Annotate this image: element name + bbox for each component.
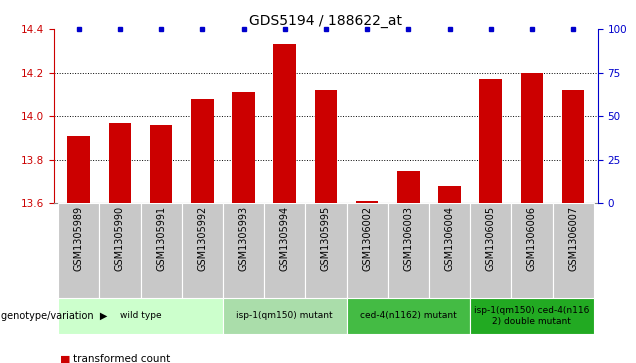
Bar	[141, 203, 182, 298]
Bar	[470, 298, 594, 334]
Bar	[109, 123, 131, 203]
Bar	[562, 90, 584, 203]
Bar	[438, 186, 461, 203]
Bar	[305, 203, 347, 298]
Bar	[356, 201, 378, 203]
Bar	[273, 44, 296, 203]
Bar	[191, 99, 214, 203]
Text: GSM1306004: GSM1306004	[445, 206, 455, 271]
Bar	[347, 298, 470, 334]
Text: GSM1305989: GSM1305989	[74, 206, 84, 271]
Text: GSM1305992: GSM1305992	[197, 206, 207, 272]
Title: GDS5194 / 188622_at: GDS5194 / 188622_at	[249, 14, 403, 28]
Bar	[223, 203, 264, 298]
Bar	[67, 136, 90, 203]
Bar	[397, 171, 420, 203]
Bar	[429, 203, 470, 298]
Bar	[521, 73, 543, 203]
Text: isp-1(qm150) mutant: isp-1(qm150) mutant	[237, 311, 333, 320]
Text: GSM1305990: GSM1305990	[115, 206, 125, 271]
Bar	[511, 203, 553, 298]
Bar	[223, 298, 347, 334]
Bar	[232, 92, 255, 203]
Bar	[264, 203, 305, 298]
Bar	[58, 203, 99, 298]
Text: GSM1305994: GSM1305994	[280, 206, 290, 271]
Text: GSM1306007: GSM1306007	[568, 206, 578, 271]
Text: GSM1305993: GSM1305993	[238, 206, 249, 271]
Text: isp-1(qm150) ced-4(n116
2) double mutant: isp-1(qm150) ced-4(n116 2) double mutant	[474, 306, 590, 326]
Text: GSM1306006: GSM1306006	[527, 206, 537, 271]
Text: GSM1306005: GSM1306005	[486, 206, 495, 271]
Bar	[315, 90, 337, 203]
Bar	[480, 79, 502, 203]
Text: GSM1306002: GSM1306002	[362, 206, 372, 271]
Text: genotype/variation  ▶: genotype/variation ▶	[1, 311, 107, 321]
Text: wild type: wild type	[120, 311, 162, 320]
Text: ced-4(n1162) mutant: ced-4(n1162) mutant	[360, 311, 457, 320]
Bar	[347, 203, 388, 298]
Bar	[388, 203, 429, 298]
Text: ■: ■	[60, 354, 71, 363]
Bar	[150, 125, 172, 203]
Bar	[470, 203, 511, 298]
Text: transformed count: transformed count	[73, 354, 170, 363]
Bar	[58, 298, 223, 334]
Bar	[553, 203, 594, 298]
Bar	[99, 203, 141, 298]
Text: GSM1305995: GSM1305995	[321, 206, 331, 272]
Text: GSM1305991: GSM1305991	[156, 206, 166, 271]
Bar	[182, 203, 223, 298]
Text: GSM1306003: GSM1306003	[403, 206, 413, 271]
